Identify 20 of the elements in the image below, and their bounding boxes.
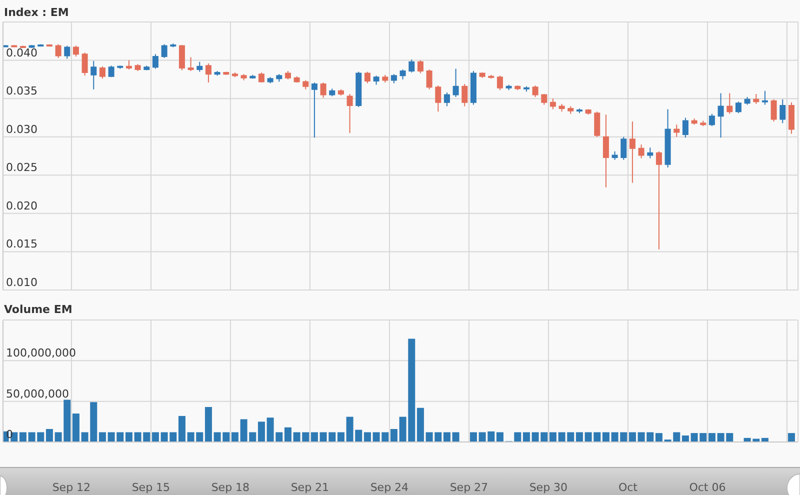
y-tick-label: 0.020 — [6, 199, 38, 212]
x-tick-label: Oct 06 — [689, 481, 726, 494]
x-tick-label: Sep 18 — [211, 481, 250, 494]
x-tick-label: Sep 21 — [290, 481, 330, 494]
x-tick-label: Sep 24 — [370, 481, 409, 494]
x-tick-label: Sep 27 — [450, 481, 488, 494]
x-tick-label: Oct — [618, 481, 638, 494]
y-tick-label: 0.035 — [6, 84, 38, 98]
y-tick-label: 0.010 — [6, 276, 38, 289]
y-tick-label: 0.025 — [6, 161, 38, 174]
y-tick-label: 100,000,000 — [6, 346, 76, 360]
y-tick-label: 50,000,000 — [6, 387, 69, 400]
x-tick-label: Sep 30 — [529, 481, 568, 494]
y-tick-label: 0.030 — [6, 122, 38, 136]
y-tick-label: 0.015 — [6, 238, 38, 251]
x-tick-label: Sep 15 — [132, 481, 170, 494]
chart-title: Volume EM — [4, 303, 72, 316]
y-tick-label: 0.040 — [6, 46, 38, 60]
x-tick-label: Sep 12 — [52, 481, 91, 494]
chart-title: Index : EM — [4, 6, 69, 19]
